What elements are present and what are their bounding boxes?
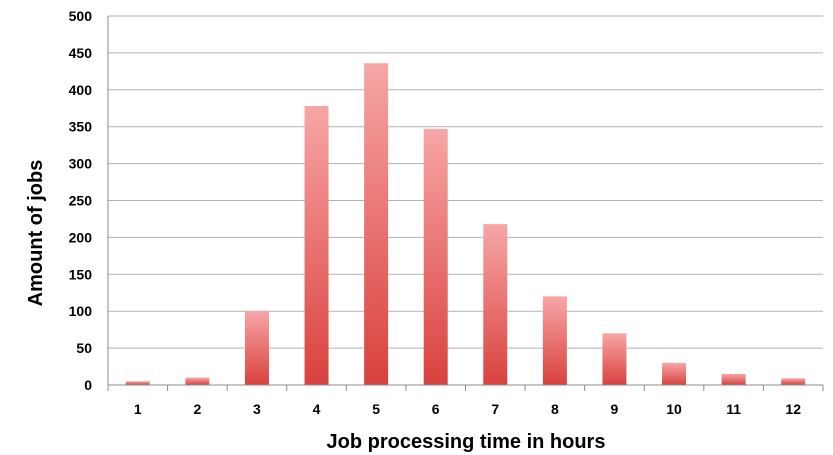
x-tick-labels: 1 2 3 4 5 6 7 8 9 10 11 12 [134,401,801,417]
y-tick-label: 350 [69,119,93,135]
x-tick-label: 12 [785,401,801,417]
bar-5 [364,63,389,386]
x-tick-label: 4 [313,401,321,417]
x-tick-label: 10 [666,401,682,417]
y-tick-label: 300 [69,156,93,172]
y-tick-label: 250 [69,193,93,209]
bar-10 [662,362,687,385]
y-tick-label: 500 [69,8,93,24]
y-tick-label: 100 [69,303,93,319]
bar-4 [304,106,329,385]
x-tick-label: 6 [432,401,440,417]
x-tick-label: 5 [372,401,380,417]
y-tick-label: 450 [69,45,93,61]
x-axis-title: Job processing time in hours [327,431,606,453]
x-tick-label: 7 [491,401,499,417]
y-tick-label: 50 [76,340,92,356]
bar-3 [244,311,269,385]
bars [125,63,806,386]
x-tick-label: 11 [726,401,741,417]
y-tick-label: 400 [69,82,93,98]
bar-11 [721,373,746,385]
bar-12 [781,378,806,385]
bar-7 [483,224,508,385]
y-axis-title: Amount of jobs [25,160,47,307]
x-tick-label: 3 [253,401,261,417]
bar-2 [185,377,210,385]
y-tick-label: 150 [69,266,93,282]
bar-1 [125,381,150,385]
bar-8 [542,296,567,385]
x-tick-label: 1 [134,401,142,417]
gridlines [108,15,823,349]
x-tick-label: 8 [551,401,559,417]
x-tick-label: 2 [193,401,201,417]
y-tick-label: 0 [84,377,92,393]
bar-6 [423,128,448,385]
y-tick-labels: 0 50 100 150 200 250 300 350 400 450 500 [69,8,93,393]
y-tick-label: 200 [69,229,93,245]
axes [107,16,824,391]
bar-9 [602,333,627,385]
x-tick-label: 9 [611,401,619,417]
